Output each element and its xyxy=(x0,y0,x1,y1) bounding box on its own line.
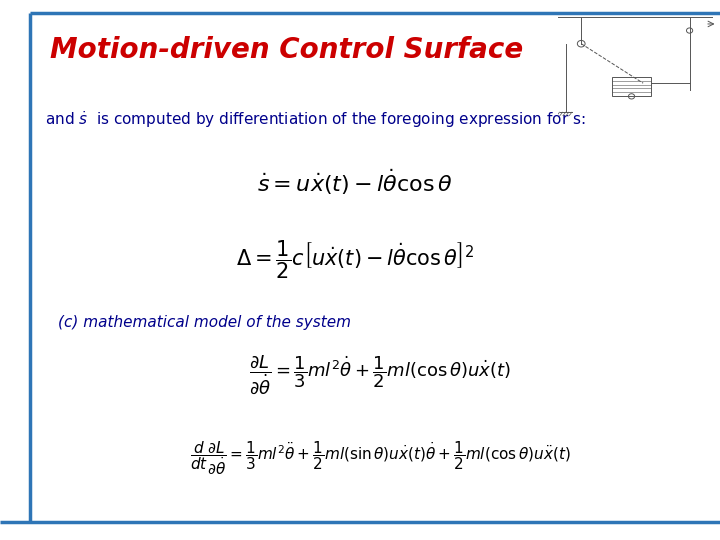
Text: $\Delta = \dfrac{1}{2}c\left[u\dot{x}(t) - l\dot{\theta}\cos\theta\right]^2$: $\Delta = \dfrac{1}{2}c\left[u\dot{x}(t)… xyxy=(235,239,474,281)
Text: Motion-driven Control Surface: Motion-driven Control Surface xyxy=(50,36,523,64)
Text: $\dfrac{\partial L}{\partial \dot{\theta}} = \dfrac{1}{3}ml^2\dot{\theta} + \dfr: $\dfrac{\partial L}{\partial \dot{\theta… xyxy=(249,353,511,396)
Bar xyxy=(612,77,651,96)
Text: $\dot{s} = u\dot{x}(t) - l\dot{\theta}\cos\theta$: $\dot{s} = u\dot{x}(t) - l\dot{\theta}\c… xyxy=(257,167,453,197)
Text: $\dfrac{d}{dt}\dfrac{\partial L}{\partial \dot{\theta}} = \dfrac{1}{3}ml^2\ddot{: $\dfrac{d}{dt}\dfrac{\partial L}{\partia… xyxy=(189,439,570,477)
Text: and $\dot{s}$  is computed by differentiation of the foregoing expression for s:: and $\dot{s}$ is computed by differentia… xyxy=(45,110,585,131)
Text: (c) mathematical model of the system: (c) mathematical model of the system xyxy=(58,314,351,329)
